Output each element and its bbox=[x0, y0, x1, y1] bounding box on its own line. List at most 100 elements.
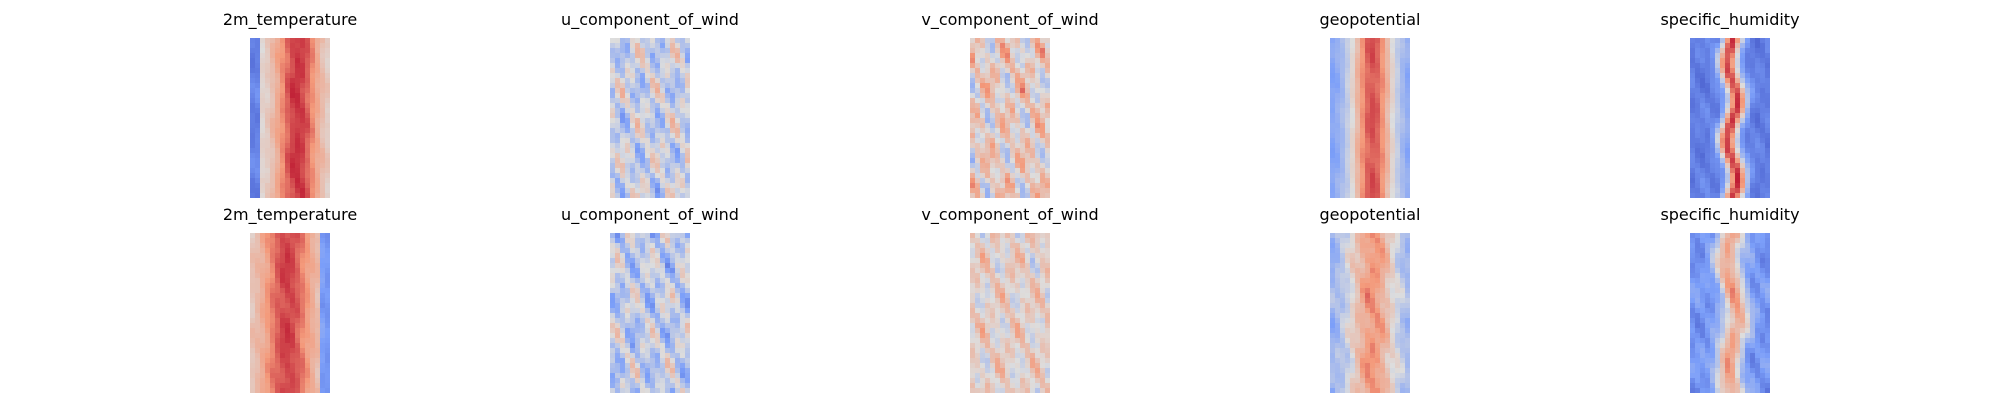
heatmap-cell bbox=[1020, 133, 1026, 139]
heatmap-cell bbox=[1395, 133, 1401, 139]
heatmap-cell bbox=[1405, 148, 1410, 154]
heatmap-cell bbox=[640, 88, 646, 94]
heatmap-cell bbox=[1030, 323, 1036, 329]
heatmap-cell bbox=[660, 253, 666, 259]
heatmap-cell bbox=[660, 243, 666, 249]
heatmap-cell bbox=[1365, 268, 1371, 274]
heatmap-cell bbox=[640, 98, 646, 104]
heatmap-cell bbox=[1690, 303, 1696, 309]
heatmap-cell bbox=[1390, 113, 1396, 119]
heatmap-cell bbox=[315, 153, 321, 159]
heatmap-cell bbox=[650, 283, 656, 289]
heatmap-cell bbox=[295, 278, 301, 284]
heatmap-cell bbox=[645, 273, 651, 279]
heatmap-cell bbox=[315, 368, 321, 374]
heatmap-cell bbox=[980, 113, 986, 119]
heatmap-cell bbox=[1030, 188, 1036, 194]
heatmap-cell bbox=[260, 338, 266, 344]
heatmap-cell bbox=[670, 128, 676, 134]
heatmap-cell bbox=[1735, 123, 1741, 129]
heatmap-cell bbox=[300, 153, 306, 159]
heatmap-cell bbox=[290, 78, 296, 84]
heatmap-cell bbox=[1695, 83, 1701, 89]
heatmap-cell bbox=[1405, 313, 1410, 319]
heatmap-cell bbox=[1000, 153, 1006, 159]
heatmap-cell bbox=[630, 43, 636, 49]
heatmap-cell bbox=[1755, 308, 1761, 314]
heatmap-cell bbox=[670, 83, 676, 89]
heatmap-cell bbox=[1365, 248, 1371, 254]
heatmap-cell bbox=[660, 133, 666, 139]
heatmap-cell bbox=[1705, 98, 1711, 104]
heatmap-cell bbox=[300, 178, 306, 184]
heatmap-cell bbox=[1750, 258, 1756, 264]
heatmap-cell bbox=[1045, 348, 1050, 354]
heatmap-cell bbox=[1765, 283, 1770, 289]
heatmap-cell bbox=[1005, 313, 1011, 319]
heatmap-cell bbox=[1045, 243, 1050, 249]
heatmap-cell bbox=[1020, 253, 1026, 259]
heatmap-cell bbox=[685, 318, 690, 324]
heatmap-cell bbox=[250, 363, 256, 369]
heatmap-cell bbox=[1025, 233, 1031, 239]
heatmap-cell bbox=[1365, 73, 1371, 79]
heatmap-cell bbox=[660, 293, 666, 299]
heatmap-cell bbox=[1765, 128, 1770, 134]
heatmap-cell bbox=[280, 188, 286, 194]
heatmap-cell bbox=[280, 93, 286, 99]
heatmap-cell bbox=[270, 58, 276, 64]
heatmap-cell bbox=[265, 153, 271, 159]
heatmap-cell bbox=[1345, 278, 1351, 284]
heatmap-cell bbox=[285, 158, 291, 164]
heatmap-cell bbox=[645, 288, 651, 294]
heatmap-cell bbox=[1395, 58, 1401, 64]
heatmap-cell bbox=[325, 78, 330, 84]
heatmap-cell bbox=[665, 53, 671, 59]
heatmap-cell bbox=[1345, 88, 1351, 94]
heatmap-cell bbox=[620, 378, 626, 384]
heatmap-cell bbox=[295, 43, 301, 49]
heatmap-cell bbox=[1035, 293, 1041, 299]
heatmap-cell bbox=[1710, 168, 1716, 174]
heatmap-cell bbox=[1035, 383, 1041, 389]
heatmap-cell bbox=[665, 288, 671, 294]
heatmap-cell bbox=[655, 73, 661, 79]
heatmap-cell bbox=[995, 358, 1001, 364]
heatmap-cell bbox=[985, 133, 991, 139]
heatmap-cell bbox=[1345, 288, 1351, 294]
heatmap-cell bbox=[1740, 103, 1746, 109]
heatmap-cell bbox=[1350, 338, 1356, 344]
heatmap-cell bbox=[1340, 168, 1346, 174]
heatmap-cell bbox=[290, 93, 296, 99]
heatmap-cell bbox=[325, 168, 330, 174]
heatmap-cell bbox=[620, 368, 626, 374]
heatmap-cell bbox=[310, 273, 316, 279]
heatmap-cell bbox=[640, 313, 646, 319]
heatmap-cell bbox=[1365, 78, 1371, 84]
heatmap-cell bbox=[630, 178, 636, 184]
heatmap-cell bbox=[1745, 293, 1751, 299]
heatmap-cell bbox=[1025, 163, 1031, 169]
heatmap-cell bbox=[1750, 333, 1756, 339]
heatmap-cell bbox=[620, 288, 626, 294]
heatmap-cell bbox=[670, 328, 676, 334]
heatmap-cell bbox=[1030, 63, 1036, 69]
heatmap-cell bbox=[975, 283, 981, 289]
heatmap-cell bbox=[980, 383, 986, 389]
heatmap-cell bbox=[985, 273, 991, 279]
heatmap-cell bbox=[1765, 313, 1770, 319]
heatmap-cell bbox=[1690, 73, 1696, 79]
heatmap-cell bbox=[1690, 278, 1696, 284]
heatmap-cell bbox=[1390, 58, 1396, 64]
heatmap-cell bbox=[625, 363, 631, 369]
heatmap-cell bbox=[975, 68, 981, 74]
heatmap-cell bbox=[275, 273, 281, 279]
heatmap-cell bbox=[995, 273, 1001, 279]
heatmap-cell bbox=[640, 73, 646, 79]
heatmap-cell bbox=[315, 93, 321, 99]
heatmap-cell bbox=[680, 138, 686, 144]
heatmap-cell bbox=[310, 163, 316, 169]
heatmap-cell bbox=[1360, 158, 1366, 164]
heatmap-cell bbox=[1390, 133, 1396, 139]
heatmap-cell bbox=[1730, 288, 1736, 294]
